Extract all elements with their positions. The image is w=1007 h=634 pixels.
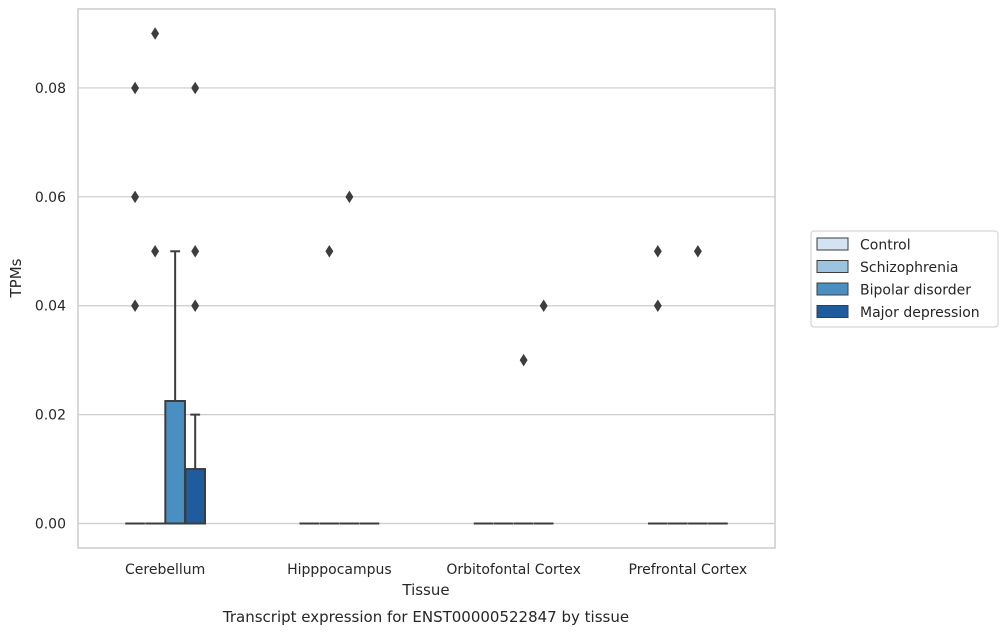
box-group bbox=[319, 245, 340, 525]
legend-swatch bbox=[816, 237, 849, 251]
chart-caption: Transcript expression for ENST0000052284… bbox=[222, 608, 629, 626]
box-group bbox=[145, 27, 165, 525]
y-tick-label: 0.08 bbox=[35, 81, 66, 97]
outlier-point bbox=[131, 81, 140, 95]
box-rect bbox=[164, 400, 186, 525]
box-group bbox=[125, 81, 145, 525]
box-group bbox=[164, 250, 186, 525]
y-tick-labels: 0.00 0.02 0.04 0.06 0.08 bbox=[35, 81, 66, 533]
box-group bbox=[688, 245, 708, 525]
legend-swatch bbox=[816, 305, 849, 318]
y-axis-title: TPMs bbox=[7, 258, 25, 298]
y-tick-label: 0.06 bbox=[35, 190, 66, 206]
legend-label: Schizophrenia bbox=[860, 260, 958, 276]
outlier-point bbox=[191, 299, 200, 312]
axes-frame bbox=[77, 8, 776, 549]
x-axis-title: Tissue bbox=[401, 581, 449, 599]
outlier-point bbox=[325, 245, 334, 258]
outlier-point bbox=[539, 299, 548, 312]
y-tick-label: 0.04 bbox=[35, 299, 66, 315]
legend-swatch bbox=[816, 282, 849, 296]
outlier-point bbox=[693, 245, 702, 258]
box-group bbox=[339, 190, 360, 525]
outlier-point bbox=[131, 190, 140, 204]
box-rect bbox=[184, 468, 207, 525]
x-tick-label: Cerebellum bbox=[125, 562, 205, 578]
x-tick-labels: Cerebellum Hipppocampus Orbitofontal Corte… bbox=[125, 562, 747, 578]
outlier-point bbox=[191, 245, 200, 258]
box-group bbox=[184, 81, 207, 525]
outlier-point bbox=[131, 299, 140, 312]
outlier-point bbox=[191, 81, 200, 95]
y-tick-label: 0.00 bbox=[35, 517, 66, 533]
outlier-point bbox=[519, 353, 528, 367]
box-group bbox=[647, 245, 668, 525]
outlier-point bbox=[653, 245, 662, 258]
legend-label: Bipolar disorder bbox=[860, 283, 971, 299]
legend-label: Control bbox=[860, 238, 911, 254]
outlier-point bbox=[151, 27, 160, 40]
legend: Control Schizophrenia Bipolar disorder Majo… bbox=[810, 230, 999, 328]
box-group bbox=[513, 353, 534, 525]
legend-swatch bbox=[816, 260, 849, 273]
outlier-point bbox=[151, 245, 160, 258]
x-tick-label: Prefrontal Cortex bbox=[629, 562, 748, 578]
x-tick-label: Orbitofontal Cortex bbox=[446, 562, 581, 578]
outlier-point bbox=[653, 299, 662, 312]
x-tick-label: Hipppocampus bbox=[287, 562, 392, 578]
legend-frame bbox=[810, 230, 999, 328]
box-marks bbox=[125, 27, 728, 525]
y-tick-label: 0.02 bbox=[35, 408, 66, 424]
legend-label: Major depression bbox=[860, 305, 980, 321]
box-group bbox=[533, 299, 554, 525]
outlier-point bbox=[345, 190, 354, 204]
